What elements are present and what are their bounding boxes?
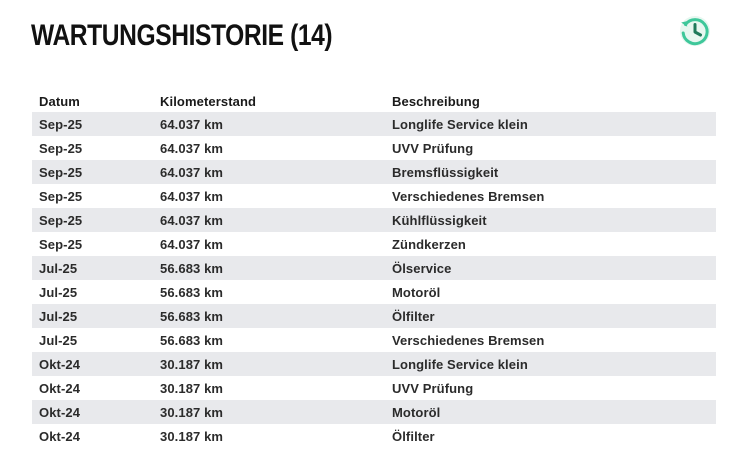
history-button[interactable] — [676, 12, 714, 50]
cell-mileage: 64.037 km — [153, 208, 385, 232]
column-header-mileage: Kilometerstand — [160, 93, 257, 109]
table-row: Sep-25 64.037 km UVV Prüfung — [32, 136, 716, 160]
cell-description: UVV Prüfung — [385, 136, 716, 160]
cell-date: Sep-25 — [32, 208, 153, 232]
cell-mileage: 64.037 km — [153, 232, 385, 256]
cell-mileage: 64.037 km — [153, 160, 385, 184]
page-title: WARTUNGSHISTORIE (14) — [31, 19, 333, 52]
cell-mileage: 30.187 km — [153, 352, 385, 376]
cell-mileage: 64.037 km — [153, 136, 385, 160]
history-icon — [680, 16, 710, 46]
cell-description: Motoröl — [385, 400, 716, 424]
table-row: Sep-25 64.037 km Zündkerzen — [32, 232, 716, 256]
cell-date: Jul-25 — [32, 280, 153, 304]
cell-date: Sep-25 — [32, 184, 153, 208]
table-row: Jul-25 56.683 km Ölfilter — [32, 304, 716, 328]
column-header-date: Datum — [39, 93, 80, 109]
cell-date: Okt-24 — [32, 352, 153, 376]
cell-date: Okt-24 — [32, 376, 153, 400]
table-row: Okt-24 30.187 km Motoröl — [32, 400, 716, 424]
cell-mileage: 64.037 km — [153, 112, 385, 136]
cell-description: Ölfilter — [385, 304, 716, 328]
table-row: Sep-25 64.037 km Verschiedenes Bremsen — [32, 184, 716, 208]
cell-date: Jul-25 — [32, 328, 153, 352]
cell-mileage: 56.683 km — [153, 328, 385, 352]
table-row: Okt-24 30.187 km Longlife Service klein — [32, 352, 716, 376]
cell-date: Okt-24 — [32, 424, 153, 448]
table-row: Okt-24 30.187 km UVV Prüfung — [32, 376, 716, 400]
cell-description: Bremsflüssigkeit — [385, 160, 716, 184]
maintenance-history-table: Datum Kilometerstand Beschreibung Sep-25… — [32, 90, 716, 448]
cell-mileage: 64.037 km — [153, 184, 385, 208]
cell-date: Sep-25 — [32, 232, 153, 256]
cell-description: Ölservice — [385, 256, 716, 280]
table-row: Jul-25 56.683 km Ölservice — [32, 256, 716, 280]
cell-mileage: 30.187 km — [153, 400, 385, 424]
cell-mileage: 30.187 km — [153, 376, 385, 400]
cell-description: Motoröl — [385, 280, 716, 304]
table-row: Sep-25 64.037 km Kühlflüssigkeit — [32, 208, 716, 232]
table-row: Okt-24 30.187 km Ölfilter — [32, 424, 716, 448]
cell-description: UVV Prüfung — [385, 376, 716, 400]
cell-date: Sep-25 — [32, 112, 153, 136]
cell-mileage: 30.187 km — [153, 424, 385, 448]
column-header-description: Beschreibung — [392, 93, 480, 109]
cell-description: Zündkerzen — [385, 232, 716, 256]
cell-date: Jul-25 — [32, 256, 153, 280]
cell-description: Longlife Service klein — [385, 112, 716, 136]
cell-description: Longlife Service klein — [385, 352, 716, 376]
cell-description: Ölfilter — [385, 424, 716, 448]
cell-mileage: 56.683 km — [153, 256, 385, 280]
cell-description: Verschiedenes Bremsen — [385, 328, 716, 352]
table-row: Jul-25 56.683 km Motoröl — [32, 280, 716, 304]
cell-date: Sep-25 — [32, 160, 153, 184]
table-row: Sep-25 64.037 km Longlife Service klein — [32, 112, 716, 136]
cell-date: Okt-24 — [32, 400, 153, 424]
cell-description: Verschiedenes Bremsen — [385, 184, 716, 208]
cell-date: Sep-25 — [32, 136, 153, 160]
cell-mileage: 56.683 km — [153, 304, 385, 328]
cell-date: Jul-25 — [32, 304, 153, 328]
cell-mileage: 56.683 km — [153, 280, 385, 304]
table-row: Sep-25 64.037 km Bremsflüssigkeit — [32, 160, 716, 184]
table-row: Jul-25 56.683 km Verschiedenes Bremsen — [32, 328, 716, 352]
cell-description: Kühlflüssigkeit — [385, 208, 716, 232]
table-header-row: Datum Kilometerstand Beschreibung — [32, 90, 716, 112]
